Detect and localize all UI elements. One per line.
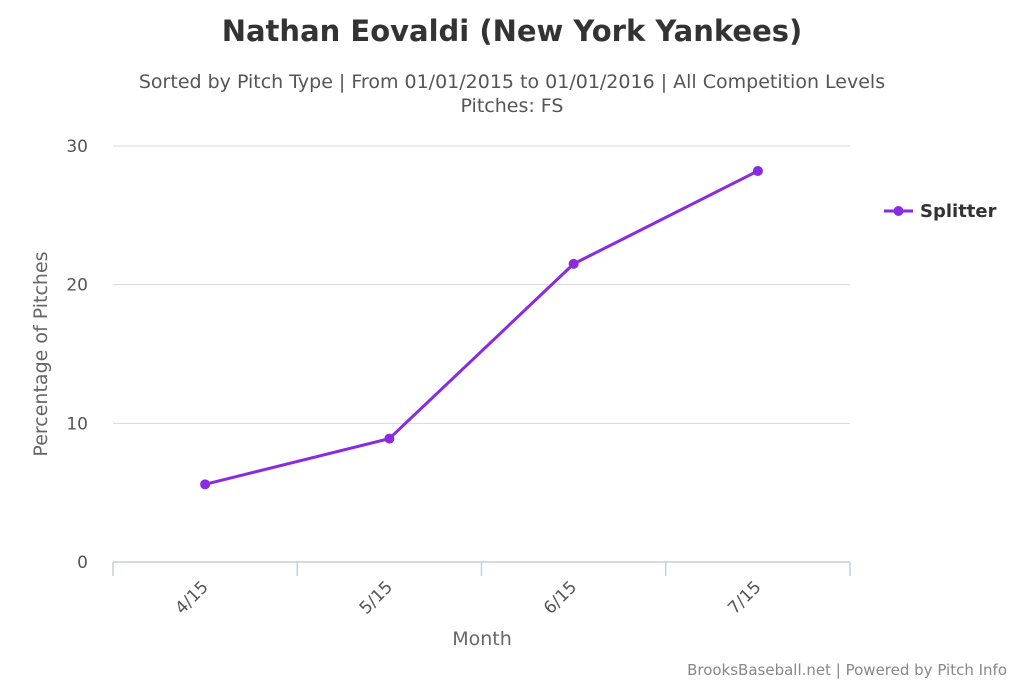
legend-label-splitter: Splitter [920,201,997,222]
x-axis: 4/15 5/15 6/15 7/15 [112,561,851,619]
data-point-5-15[interactable] [384,433,395,444]
chart-subtitle-line-2: Pitches: FS [461,95,564,117]
data-point-4-15[interactable] [200,479,211,490]
data-point-6-15[interactable] [568,258,579,269]
y-tick-label-20: 20 [66,276,88,296]
x-tick-label-7-15: 7/15 [724,577,765,618]
x-tick-label-5-15: 5/15 [356,577,397,618]
y-axis-ticks: 0 10 20 30 [66,137,88,573]
legend[interactable]: Splitter [884,201,997,222]
credits[interactable]: BrooksBaseball.net | Powered by Pitch In… [687,661,1007,679]
y-tick-label-30: 30 [66,137,88,157]
y-axis-title: Percentage of Pitches [30,251,52,456]
series-line-splitter[interactable] [204,169,759,486]
chart-subtitle-line-1: Sorted by Pitch Type | From 01/01/2015 t… [139,71,885,93]
x-tick-label-4-15: 4/15 [172,577,213,618]
chart-title: Nathan Eovaldi (New York Yankees) [222,14,803,48]
y-tick-label-0: 0 [77,553,88,573]
grid [113,145,850,424]
y-tick-label-10: 10 [66,414,88,434]
x-tick-label-6-15: 6/15 [540,577,581,618]
data-point-7-15[interactable] [752,165,763,176]
x-axis-title: Month [452,628,512,650]
series-layer [200,165,763,490]
legend-marker-dot [893,206,904,216]
